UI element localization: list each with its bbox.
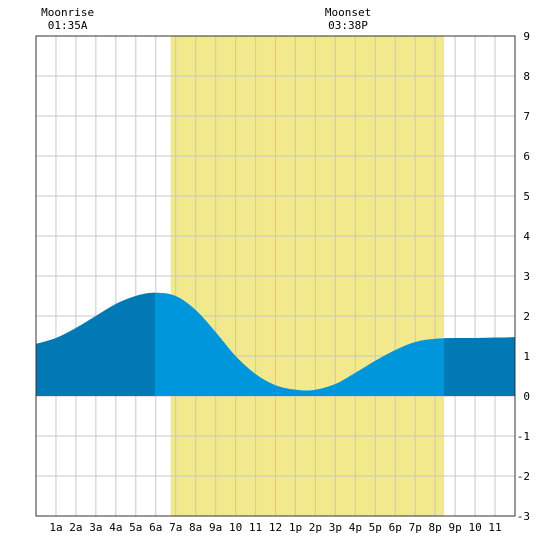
y-tick-label: 6 — [523, 150, 530, 163]
x-tick-label: 11 — [488, 521, 501, 534]
y-tick-label: 3 — [523, 270, 530, 283]
x-tick-label: 2p — [309, 521, 322, 534]
y-tick-label: 0 — [523, 390, 530, 403]
x-tick-label: 8a — [189, 521, 202, 534]
x-tick-label: 3p — [329, 521, 342, 534]
y-tick-label: -1 — [517, 430, 530, 443]
y-axis-labels: -3 -2 -1 0 1 2 3 4 5 6 7 8 9 — [517, 30, 531, 523]
y-tick-label: 1 — [523, 350, 530, 363]
x-tick-label: 10 — [468, 521, 481, 534]
x-tick-label: 9p — [449, 521, 462, 534]
moon-event-label: Moonset — [325, 6, 371, 19]
x-tick-label: 7p — [409, 521, 422, 534]
x-tick-label: 4a — [109, 521, 122, 534]
y-tick-label: 5 — [523, 190, 530, 203]
x-tick-label: 4p — [349, 521, 362, 534]
x-tick-label: 11 — [249, 521, 262, 534]
moon-event-label: Moonrise — [41, 6, 94, 19]
x-tick-label: 5p — [369, 521, 382, 534]
x-axis-labels: 1a 2a 3a 4a 5a 6a 7a 8a 9a 10 11 12 1p 2p 3p 4p 5p 6p 7p 8p… — [49, 521, 501, 534]
y-tick-label: -3 — [517, 510, 530, 523]
x-tick-label: 6a — [149, 521, 162, 534]
x-tick-label: 9a — [209, 521, 222, 534]
x-tick-label: 12 — [269, 521, 282, 534]
x-tick-label: 10 — [229, 521, 242, 534]
y-tick-label: 7 — [523, 110, 530, 123]
y-tick-label: 2 — [523, 310, 530, 323]
y-tick-label: 4 — [523, 230, 530, 243]
x-tick-label: 7a — [169, 521, 182, 534]
y-tick-label: -2 — [517, 470, 530, 483]
plot-border — [35, 35, 516, 517]
y-tick-label: 8 — [523, 70, 530, 83]
x-tick-label: 1p — [289, 521, 302, 534]
y-tick-label: 9 — [523, 30, 530, 43]
x-tick-label: 6p — [389, 521, 402, 534]
x-tick-label: 3a — [89, 521, 102, 534]
moon-event-time: 01:35A — [48, 19, 88, 32]
x-tick-label: 1a — [49, 521, 62, 534]
moon-event-time: 03:38P — [328, 19, 368, 32]
x-tick-label: 8p — [429, 521, 442, 534]
x-tick-label: 5a — [129, 521, 142, 534]
x-tick-label: 2a — [69, 521, 82, 534]
